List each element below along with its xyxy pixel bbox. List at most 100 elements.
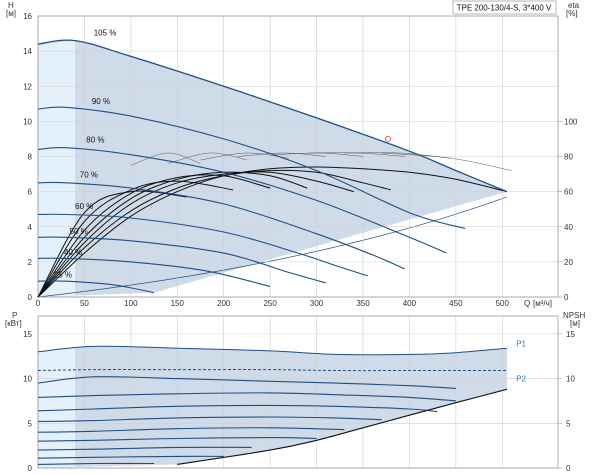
y-tick-label-p: 15 [23, 330, 32, 339]
speed-label: 50 % [70, 227, 88, 236]
y-tick-label-eta: 60 [564, 188, 573, 197]
power-grid [37, 315, 559, 469]
y-tick-label-eta: 100 [564, 117, 578, 126]
y-tick-label-npsh: 15 [566, 330, 575, 339]
y-label-eta: eta [568, 1, 580, 10]
y-tick-label-h: 14 [23, 47, 32, 56]
efficiency-arcs [130, 152, 512, 171]
speed-label: 40 % [64, 248, 82, 257]
plot-frame [37, 315, 559, 469]
y-tick-label-eta: 40 [564, 223, 573, 232]
power-npsh-panel: P1 P2 0 5 10 15 0 5 10 15 P [кВт] NPSH [м] [5, 311, 585, 473]
x-tick-label: 450 [449, 299, 463, 308]
efficiency-curve [37, 166, 508, 298]
x-tick-label: 400 [403, 299, 417, 308]
head-efficiency-panel: 105 %90 %80 %70 %60 %50 %40 %25 % 50 100 1… [6, 0, 580, 308]
x-tick-label: 100 [124, 299, 138, 308]
x-tick-label: 500 [496, 299, 510, 308]
y-tick-label-p: 10 [23, 375, 32, 384]
power-curve [37, 392, 456, 402]
min-flow-band [38, 40, 76, 298]
efficiency-curves [37, 166, 508, 298]
x-tick-label: 200 [217, 299, 231, 308]
speed-label: 80 % [86, 135, 104, 144]
power-curve [37, 446, 252, 451]
power-curve [37, 376, 456, 389]
y-tick-label-h: 12 [23, 82, 32, 91]
power-series-label: P2 [516, 374, 526, 383]
speed-label: 105 % [94, 28, 117, 37]
y-unit-npsh: [м] [570, 319, 580, 328]
y-tick-label-npsh: 0 [566, 464, 571, 473]
x-tick-label: 150 [171, 299, 185, 308]
y-tick-label-p: 0 [28, 464, 33, 473]
efficiency-arc [167, 152, 247, 164]
efficiency-curve [37, 171, 308, 298]
y-tick-label-eta: 80 [564, 153, 573, 162]
head-curve [37, 213, 368, 277]
pump-title-box: TPE 200-130/4-S, 3*400 V [452, 0, 557, 15]
power-curve [37, 462, 155, 465]
power-curve-labels: P1 P2 [516, 339, 526, 383]
min-flow-band [38, 348, 76, 468]
x-label-q: Q [524, 299, 530, 308]
speed-label: 25 % [54, 271, 72, 280]
p2-curve [37, 369, 507, 372]
power-range-fill [38, 346, 507, 468]
power-curve [37, 427, 345, 433]
y-unit-p: [кВт] [5, 319, 22, 328]
x-tick-label: 250 [263, 299, 277, 308]
head-curves [37, 39, 508, 294]
head-curve [37, 146, 447, 254]
y-unit-eta: [%] [566, 9, 578, 18]
y-tick-label-npsh: 10 [566, 375, 575, 384]
x-tick-label: 50 [80, 299, 89, 308]
power-axes: 0 5 10 15 0 5 10 15 [23, 330, 575, 473]
x-tick-label: 0 [36, 299, 41, 308]
x-tick-label: 350 [356, 299, 370, 308]
efficiency-curve [37, 180, 234, 298]
head-curve [37, 280, 155, 294]
power-series-label: P1 [516, 339, 526, 348]
operating-point-marker [385, 135, 392, 142]
y-unit-h: [м] [6, 9, 16, 18]
head-curve [37, 39, 508, 193]
efficiency-arc [130, 152, 201, 166]
head-curve [37, 257, 271, 288]
pump-title: TPE 200-130/4-S, 3*400 V [457, 4, 552, 13]
efficiency-arc [381, 152, 512, 171]
power-curve [37, 404, 438, 413]
y-label-h: H [8, 1, 14, 10]
y-tick-label-h: 4 [28, 223, 33, 232]
y-tick-label-h: 16 [23, 12, 32, 21]
y-tick-label-p: 5 [28, 419, 33, 428]
y-tick-label-h: 10 [23, 117, 32, 126]
power-curve [37, 455, 224, 459]
p1-curve [37, 345, 507, 356]
efficiency-arc [237, 152, 326, 157]
efficiency-curve [37, 190, 187, 298]
npsh-curve [177, 388, 508, 465]
speed-label: 60 % [75, 202, 93, 211]
efficiency-curve [37, 171, 354, 298]
head-grid [37, 15, 559, 298]
x-unit-q: [м³/ч] [533, 299, 552, 308]
y-label-npsh: NPSH [563, 311, 585, 320]
y-tick-label-h: 0 [28, 293, 33, 302]
range-boundary [37, 196, 508, 298]
head-curve-labels: 105 % 90 % 80 % 70 % 60 % 50 % 40 % 25 % [54, 28, 117, 279]
speed-label: 70 % [80, 171, 98, 180]
y-label-p: P [12, 311, 17, 320]
power-curve [37, 437, 317, 442]
speed-label: 90 % [92, 97, 110, 106]
y-tick-label-h: 8 [28, 153, 33, 162]
power-curves [37, 345, 508, 465]
y-tick-label-h: 2 [28, 258, 33, 267]
y-tick-label-npsh: 5 [566, 419, 571, 428]
head-curve [37, 181, 406, 270]
power-curve [37, 416, 382, 423]
power-range-area [38, 346, 507, 468]
head-curve [37, 106, 466, 230]
y-tick-label-eta: 0 [564, 293, 569, 302]
